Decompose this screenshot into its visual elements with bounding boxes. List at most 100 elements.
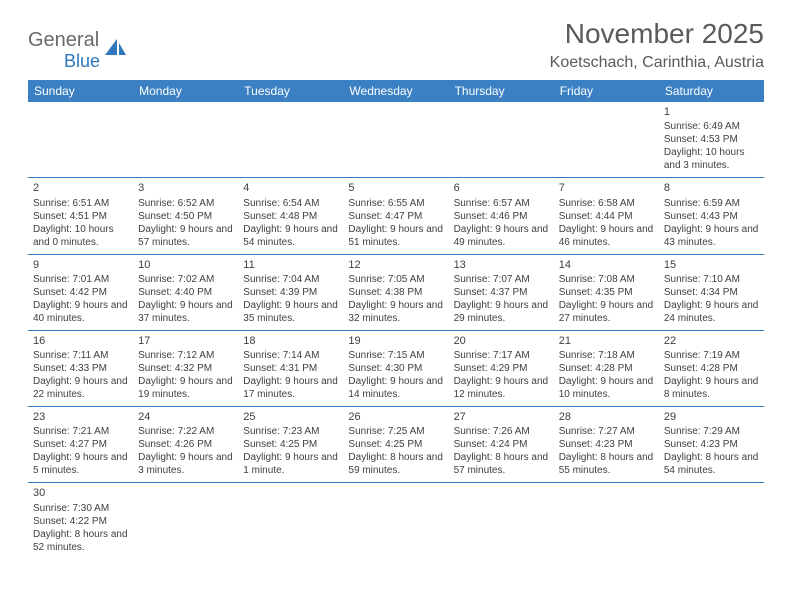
calendar-row: 9Sunrise: 7:01 AMSunset: 4:42 PMDaylight… bbox=[28, 254, 764, 330]
calendar-cell: 30Sunrise: 7:30 AMSunset: 4:22 PMDayligh… bbox=[28, 483, 133, 559]
sunset-line: Sunset: 4:31 PM bbox=[243, 362, 338, 375]
sunrise-line: Sunrise: 7:17 AM bbox=[454, 349, 549, 362]
day-number: 29 bbox=[664, 410, 759, 424]
calendar-cell: 24Sunrise: 7:22 AMSunset: 4:26 PMDayligh… bbox=[133, 407, 238, 483]
location-text: Koetschach, Carinthia, Austria bbox=[550, 54, 764, 72]
sunset-line: Sunset: 4:24 PM bbox=[454, 438, 549, 451]
daylight-line: Daylight: 9 hours and 17 minutes. bbox=[243, 375, 338, 401]
daylight-line: Daylight: 9 hours and 43 minutes. bbox=[664, 223, 759, 249]
sunrise-line: Sunrise: 7:11 AM bbox=[33, 349, 128, 362]
weekday-header: Saturday bbox=[659, 80, 764, 102]
sunset-line: Sunset: 4:53 PM bbox=[664, 133, 759, 146]
daylight-line: Daylight: 9 hours and 51 minutes. bbox=[348, 223, 443, 249]
calendar-cell: 2Sunrise: 6:51 AMSunset: 4:51 PMDaylight… bbox=[28, 178, 133, 254]
calendar-cell bbox=[28, 102, 133, 178]
daylight-line: Daylight: 9 hours and 57 minutes. bbox=[138, 223, 233, 249]
sunset-line: Sunset: 4:46 PM bbox=[454, 210, 549, 223]
sail-icon bbox=[103, 37, 129, 64]
daylight-line: Daylight: 9 hours and 40 minutes. bbox=[33, 299, 128, 325]
sunset-line: Sunset: 4:35 PM bbox=[559, 286, 654, 299]
sunset-line: Sunset: 4:33 PM bbox=[33, 362, 128, 375]
daylight-line: Daylight: 9 hours and 37 minutes. bbox=[138, 299, 233, 325]
sunset-line: Sunset: 4:48 PM bbox=[243, 210, 338, 223]
day-number: 8 bbox=[664, 181, 759, 195]
daylight-line: Daylight: 8 hours and 54 minutes. bbox=[664, 451, 759, 477]
sunset-line: Sunset: 4:32 PM bbox=[138, 362, 233, 375]
calendar-cell bbox=[343, 102, 448, 178]
daylight-line: Daylight: 9 hours and 35 minutes. bbox=[243, 299, 338, 325]
calendar-cell bbox=[343, 483, 448, 559]
daylight-line: Daylight: 8 hours and 55 minutes. bbox=[559, 451, 654, 477]
day-number: 27 bbox=[454, 410, 549, 424]
daylight-line: Daylight: 9 hours and 22 minutes. bbox=[33, 375, 128, 401]
sunrise-line: Sunrise: 7:30 AM bbox=[33, 502, 128, 515]
calendar-cell: 19Sunrise: 7:15 AMSunset: 4:30 PMDayligh… bbox=[343, 330, 448, 406]
calendar-cell: 9Sunrise: 7:01 AMSunset: 4:42 PMDaylight… bbox=[28, 254, 133, 330]
calendar-cell: 17Sunrise: 7:12 AMSunset: 4:32 PMDayligh… bbox=[133, 330, 238, 406]
weekday-header: Monday bbox=[133, 80, 238, 102]
daylight-line: Daylight: 9 hours and 10 minutes. bbox=[559, 375, 654, 401]
sunrise-line: Sunrise: 7:18 AM bbox=[559, 349, 654, 362]
calendar-cell: 6Sunrise: 6:57 AMSunset: 4:46 PMDaylight… bbox=[449, 178, 554, 254]
calendar-cell bbox=[238, 483, 343, 559]
sunrise-line: Sunrise: 7:02 AM bbox=[138, 273, 233, 286]
weekday-header: Tuesday bbox=[238, 80, 343, 102]
calendar-cell: 15Sunrise: 7:10 AMSunset: 4:34 PMDayligh… bbox=[659, 254, 764, 330]
sunrise-line: Sunrise: 6:52 AM bbox=[138, 197, 233, 210]
calendar-row: 16Sunrise: 7:11 AMSunset: 4:33 PMDayligh… bbox=[28, 330, 764, 406]
daylight-line: Daylight: 9 hours and 8 minutes. bbox=[664, 375, 759, 401]
day-number: 17 bbox=[138, 334, 233, 348]
day-number: 22 bbox=[664, 334, 759, 348]
sunset-line: Sunset: 4:38 PM bbox=[348, 286, 443, 299]
daylight-line: Daylight: 9 hours and 49 minutes. bbox=[454, 223, 549, 249]
sunset-line: Sunset: 4:47 PM bbox=[348, 210, 443, 223]
day-number: 20 bbox=[454, 334, 549, 348]
sunrise-line: Sunrise: 7:14 AM bbox=[243, 349, 338, 362]
day-number: 3 bbox=[138, 181, 233, 195]
sunrise-line: Sunrise: 7:26 AM bbox=[454, 425, 549, 438]
daylight-line: Daylight: 9 hours and 14 minutes. bbox=[348, 375, 443, 401]
day-number: 1 bbox=[664, 105, 759, 119]
calendar-cell bbox=[449, 102, 554, 178]
sunset-line: Sunset: 4:30 PM bbox=[348, 362, 443, 375]
calendar-cell: 12Sunrise: 7:05 AMSunset: 4:38 PMDayligh… bbox=[343, 254, 448, 330]
calendar-cell: 25Sunrise: 7:23 AMSunset: 4:25 PMDayligh… bbox=[238, 407, 343, 483]
daylight-line: Daylight: 8 hours and 59 minutes. bbox=[348, 451, 443, 477]
sunset-line: Sunset: 4:25 PM bbox=[243, 438, 338, 451]
sunrise-line: Sunrise: 7:19 AM bbox=[664, 349, 759, 362]
day-number: 5 bbox=[348, 181, 443, 195]
weekday-header: Thursday bbox=[449, 80, 554, 102]
weekday-header-row: Sunday Monday Tuesday Wednesday Thursday… bbox=[28, 80, 764, 102]
calendar-cell bbox=[554, 483, 659, 559]
calendar-cell: 1Sunrise: 6:49 AMSunset: 4:53 PMDaylight… bbox=[659, 102, 764, 178]
calendar-cell: 13Sunrise: 7:07 AMSunset: 4:37 PMDayligh… bbox=[449, 254, 554, 330]
sunset-line: Sunset: 4:25 PM bbox=[348, 438, 443, 451]
day-number: 9 bbox=[33, 258, 128, 272]
daylight-line: Daylight: 9 hours and 32 minutes. bbox=[348, 299, 443, 325]
sunset-line: Sunset: 4:28 PM bbox=[664, 362, 759, 375]
calendar-cell: 28Sunrise: 7:27 AMSunset: 4:23 PMDayligh… bbox=[554, 407, 659, 483]
day-number: 11 bbox=[243, 258, 338, 272]
logo-text-block: General Blue bbox=[28, 30, 100, 72]
calendar-row: 1Sunrise: 6:49 AMSunset: 4:53 PMDaylight… bbox=[28, 102, 764, 178]
daylight-line: Daylight: 9 hours and 3 minutes. bbox=[138, 451, 233, 477]
day-number: 14 bbox=[559, 258, 654, 272]
weekday-header: Wednesday bbox=[343, 80, 448, 102]
weekday-header: Friday bbox=[554, 80, 659, 102]
sunrise-line: Sunrise: 7:23 AM bbox=[243, 425, 338, 438]
sunset-line: Sunset: 4:43 PM bbox=[664, 210, 759, 223]
day-number: 26 bbox=[348, 410, 443, 424]
calendar-cell bbox=[133, 102, 238, 178]
calendar-cell: 3Sunrise: 6:52 AMSunset: 4:50 PMDaylight… bbox=[133, 178, 238, 254]
sunset-line: Sunset: 4:34 PM bbox=[664, 286, 759, 299]
calendar-cell: 23Sunrise: 7:21 AMSunset: 4:27 PMDayligh… bbox=[28, 407, 133, 483]
sunrise-line: Sunrise: 7:27 AM bbox=[559, 425, 654, 438]
daylight-line: Daylight: 9 hours and 46 minutes. bbox=[559, 223, 654, 249]
day-number: 23 bbox=[33, 410, 128, 424]
sunset-line: Sunset: 4:44 PM bbox=[559, 210, 654, 223]
calendar-cell: 5Sunrise: 6:55 AMSunset: 4:47 PMDaylight… bbox=[343, 178, 448, 254]
day-number: 4 bbox=[243, 181, 338, 195]
daylight-line: Daylight: 8 hours and 52 minutes. bbox=[33, 528, 128, 554]
daylight-line: Daylight: 9 hours and 1 minute. bbox=[243, 451, 338, 477]
day-number: 16 bbox=[33, 334, 128, 348]
